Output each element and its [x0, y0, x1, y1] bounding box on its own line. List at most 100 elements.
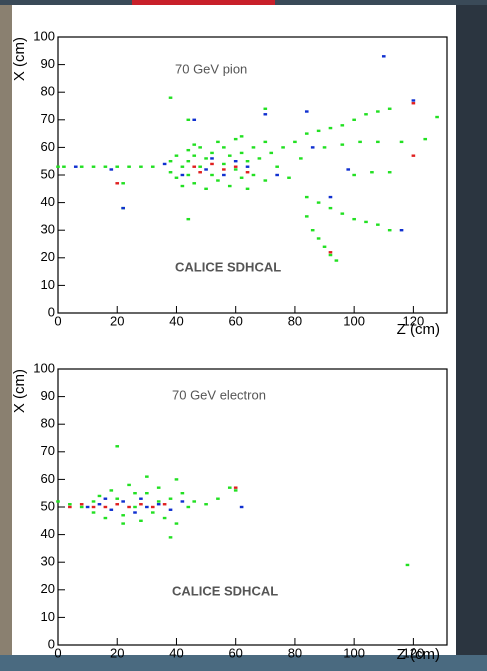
hit-point	[121, 182, 125, 185]
hit-point	[370, 171, 374, 174]
hit-point	[56, 165, 60, 168]
hit-point	[210, 151, 214, 155]
y-tick-label: 30	[41, 554, 55, 569]
annotation: 70 GeV pion	[175, 61, 247, 76]
hit-point	[245, 165, 250, 168]
hit-point	[328, 251, 333, 254]
hit-point	[127, 165, 131, 168]
hit-point	[245, 187, 250, 190]
hit-point	[198, 165, 202, 168]
hit-point	[127, 505, 131, 509]
x-axis-label: Z (cm)	[397, 646, 440, 663]
hit-point	[174, 522, 179, 525]
hit-point	[210, 173, 214, 177]
hit-point	[198, 146, 202, 149]
x-tick-label: 100	[343, 645, 365, 660]
hit-point	[103, 165, 108, 168]
x-tick-label: 120	[403, 645, 425, 660]
hit-point	[233, 137, 238, 141]
hit-point	[316, 237, 321, 240]
hit-point	[239, 176, 244, 179]
hit-point	[376, 110, 380, 113]
hit-point	[352, 173, 356, 177]
hit-point	[198, 171, 202, 174]
hit-point	[91, 511, 96, 514]
hit-point	[204, 168, 208, 171]
hit-point	[150, 165, 155, 168]
hit-point	[168, 536, 173, 539]
hit-point	[411, 154, 416, 157]
hit-point	[328, 126, 333, 130]
y-tick-label: 90	[41, 56, 55, 71]
y-tick-label: 70	[41, 443, 55, 458]
hit-point	[192, 500, 197, 503]
hit-point	[115, 182, 120, 185]
hit-point	[121, 206, 125, 210]
hit-point	[423, 137, 428, 141]
hit-point	[85, 505, 90, 509]
hit-point	[222, 162, 226, 166]
hit-point	[186, 505, 191, 509]
hit-point	[405, 563, 410, 567]
hit-point	[139, 497, 143, 500]
hit-point	[103, 505, 108, 509]
hit-point	[145, 492, 149, 495]
experiment-label: CALICE SDHCAL	[172, 583, 278, 598]
y-tick-label: 0	[48, 304, 55, 319]
hit-point	[192, 182, 197, 185]
hit-point	[239, 151, 244, 155]
hit-point	[239, 135, 244, 138]
hit-point	[299, 157, 303, 160]
hit-point	[328, 253, 333, 257]
hit-point	[109, 489, 114, 492]
hit-point	[328, 195, 333, 199]
hit-point	[352, 217, 356, 221]
hit-point	[435, 115, 439, 119]
hit-point	[192, 165, 197, 168]
hit-point	[245, 171, 250, 174]
hit-point	[334, 259, 339, 262]
y-tick-label: 100	[33, 360, 55, 375]
hit-point	[222, 168, 226, 171]
hit-point	[162, 516, 167, 520]
hit-point	[263, 140, 268, 144]
hit-point	[411, 99, 416, 102]
hit-point	[186, 148, 191, 152]
hit-point	[257, 157, 262, 160]
hit-point	[239, 505, 244, 509]
hit-point	[156, 500, 161, 503]
hit-point	[68, 503, 72, 506]
hit-point	[180, 184, 185, 188]
hit-point	[103, 497, 108, 500]
hit-point	[281, 146, 285, 149]
hit-point	[168, 160, 173, 163]
hit-point	[145, 475, 149, 478]
y-tick-label: 80	[41, 416, 55, 431]
y-tick-label: 50	[41, 166, 55, 181]
y-tick-label: 70	[41, 111, 55, 126]
hit-point	[316, 129, 321, 133]
hit-point	[358, 140, 362, 144]
y-tick-label: 90	[41, 388, 55, 403]
hit-point	[156, 486, 161, 489]
hit-point	[174, 478, 179, 481]
hit-point	[139, 503, 143, 506]
hit-point	[340, 124, 345, 127]
hit-point	[115, 497, 120, 500]
hit-point	[328, 206, 333, 210]
hit-point	[168, 497, 173, 500]
hit-point	[168, 171, 173, 174]
hit-point	[251, 146, 256, 149]
hit-point	[222, 173, 226, 177]
x-tick-label: 40	[169, 313, 183, 328]
hit-point	[121, 522, 125, 525]
hit-point	[186, 118, 191, 121]
hit-point	[387, 229, 392, 232]
hit-point	[192, 143, 197, 146]
hit-point	[156, 503, 161, 506]
hit-point	[145, 505, 149, 509]
hit-point	[387, 171, 392, 174]
hit-point	[381, 55, 386, 58]
hit-point	[62, 165, 66, 168]
